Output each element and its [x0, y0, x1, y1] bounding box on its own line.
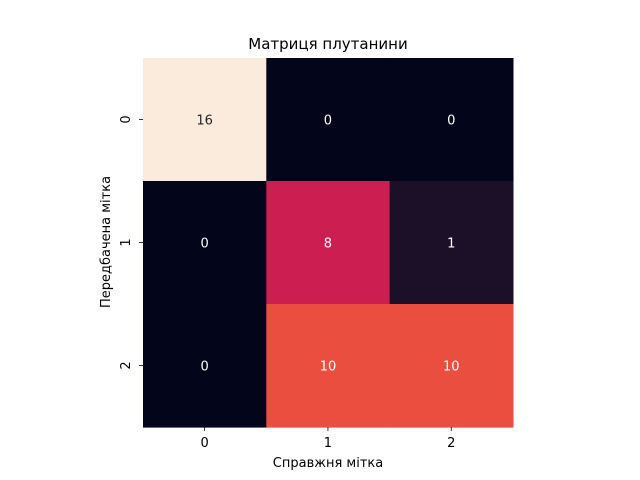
heatmap-cell	[266, 304, 391, 428]
y-tick-label: 2	[119, 361, 134, 369]
heatmap-cell	[266, 181, 391, 305]
cell-value-label: 10	[443, 360, 460, 375]
y-tick-label: 0	[119, 115, 134, 123]
heatmap-cell	[266, 58, 391, 182]
heatmap-cells	[143, 58, 514, 428]
heatmap-cell	[389, 304, 514, 428]
cell-value-label: 16	[196, 114, 213, 129]
cell-value-label: 8	[324, 237, 332, 252]
chart-title: Матриця плутанини	[248, 35, 407, 53]
y-axis-label: Передбачена мітка	[99, 176, 114, 308]
cell-value-label: 0	[324, 114, 332, 129]
cell-value-label: 10	[320, 360, 337, 375]
x-tick-label: 1	[324, 436, 332, 451]
y-axis: 0 1 2	[119, 115, 143, 370]
heatmap-cell	[143, 181, 267, 305]
heatmap-cell	[389, 181, 514, 305]
x-axis-label: Справжня мітка	[273, 456, 383, 471]
cell-value-label: 0	[201, 360, 209, 375]
cell-value-label: 1	[447, 237, 455, 252]
cell-value-label: 0	[447, 114, 455, 129]
x-axis: 0 1 2	[201, 427, 455, 451]
x-tick-label: 0	[201, 436, 209, 451]
x-tick-label: 2	[447, 436, 455, 451]
heatmap-cell	[143, 304, 267, 428]
heatmap-cell-labels: 16 0 00 8 10 10 10	[196, 114, 459, 375]
heatmap-cell	[389, 58, 514, 182]
y-tick-label: 1	[119, 238, 134, 246]
cell-value-label: 0	[201, 237, 209, 252]
heatmap-cell	[143, 58, 267, 182]
